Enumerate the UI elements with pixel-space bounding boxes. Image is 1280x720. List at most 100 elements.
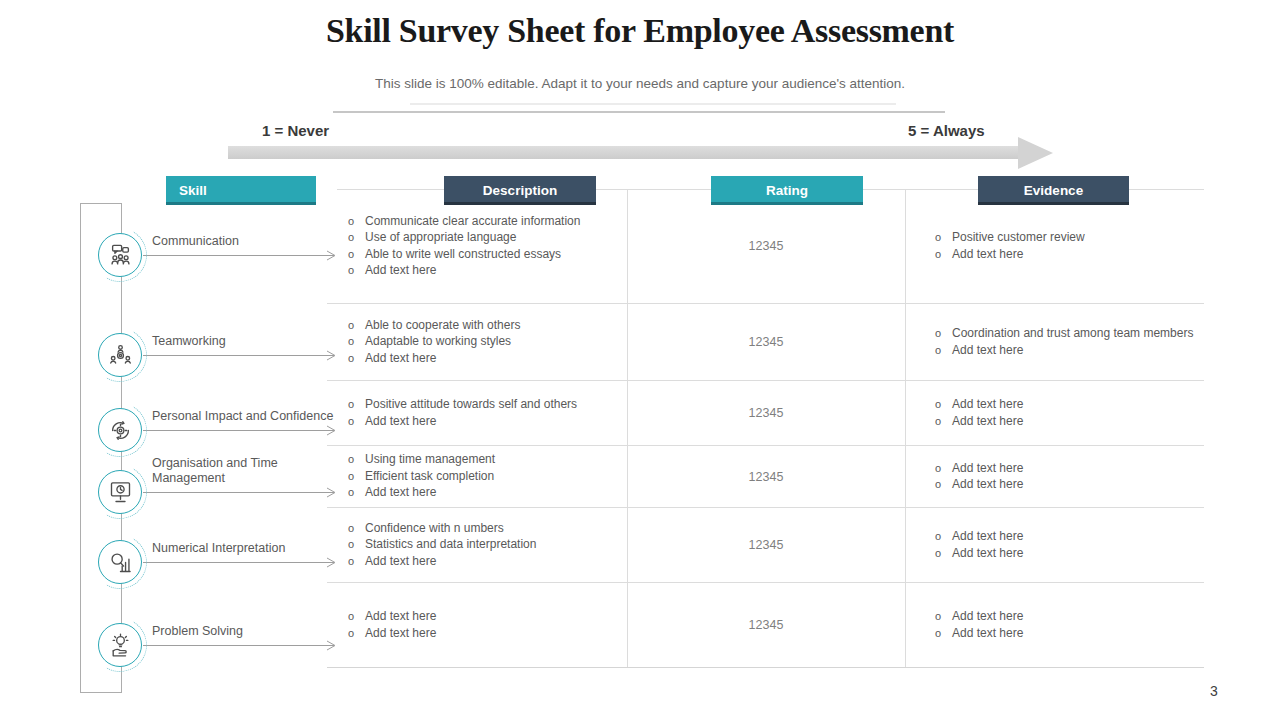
monitor-clock-icon <box>107 479 134 506</box>
right-arrow-icon <box>143 486 341 499</box>
evidence-item: Add text here <box>952 529 1204 545</box>
evidence-item: Add text here <box>952 546 1204 562</box>
table-row: Numerical Interpretation Confidence with… <box>0 508 1280 583</box>
evidence-item: Add text here <box>952 461 1204 477</box>
rating-value: 12345 <box>749 538 784 552</box>
rating-value: 12345 <box>749 335 784 349</box>
right-arrow-icon <box>143 424 341 437</box>
evidence-cell: Coordination and trust among team member… <box>928 304 1204 380</box>
gear-cycle-icon <box>107 417 134 444</box>
evidence-item: Coordination and trust among team member… <box>952 326 1204 342</box>
right-arrow-icon <box>143 639 341 652</box>
description-list: Positive attitude towards self and other… <box>341 396 621 430</box>
description-item: Add text here <box>365 263 621 279</box>
description-cell: Able to cooperate with othersAdaptable t… <box>341 304 621 380</box>
magnifier-chart-icon <box>107 549 134 576</box>
description-item: Add text here <box>365 351 621 367</box>
table-row: Organisation and Time Management Using t… <box>0 446 1280 508</box>
right-arrow-icon <box>143 349 341 362</box>
rating-value: 12345 <box>749 618 784 632</box>
description-item: Able to cooperate with others <box>365 318 621 334</box>
column-header-description: Description <box>444 176 596 205</box>
description-cell: Using time managementEfficient task comp… <box>341 446 621 507</box>
slide: Skill Survey Sheet for Employee Assessme… <box>0 0 1280 720</box>
description-cell: Communicate clear accurate informationUs… <box>341 189 621 303</box>
rating-value: 12345 <box>749 470 784 484</box>
table-body: Communication Communicate clear accurate… <box>0 189 1280 668</box>
hand-bulb-icon <box>107 632 134 659</box>
description-item: Add text here <box>365 609 621 625</box>
description-list: Able to cooperate with othersAdaptable t… <box>341 317 621 368</box>
right-arrow-icon <box>143 556 341 569</box>
description-item: Add text here <box>365 554 621 570</box>
evidence-list: Coordination and trust among team member… <box>928 325 1204 359</box>
evidence-item: Add text here <box>952 343 1204 359</box>
description-cell: Add text hereAdd text here <box>341 583 621 667</box>
description-list: Using time managementEfficient task comp… <box>341 451 621 502</box>
row-icon-circle <box>98 540 142 584</box>
skill-label: Organisation and Time Management <box>152 456 334 486</box>
row-icon-circle <box>98 333 142 377</box>
description-item: Confidence with n umbers <box>365 521 621 537</box>
description-list: Communicate clear accurate informationUs… <box>341 213 621 280</box>
table-row: Communication Communicate clear accurate… <box>0 189 1280 304</box>
column-header-evidence: Evidence <box>978 176 1129 205</box>
description-item: Add text here <box>365 485 621 501</box>
column-header-skill: Skill <box>166 176 316 205</box>
teamwork-icon <box>107 342 134 369</box>
skill-label: Personal Impact and Confidence <box>152 409 334 424</box>
rating-cell: 12345 <box>627 304 905 380</box>
divider-line-bottom <box>333 111 945 113</box>
rating-value: 12345 <box>749 239 784 253</box>
skill-label: Numerical Interpretation <box>152 541 334 556</box>
description-item: Adaptable to working styles <box>365 334 621 350</box>
evidence-item: Add text here <box>952 626 1204 642</box>
rating-value: 12345 <box>749 406 784 420</box>
table-row: Personal Impact and Confidence Positive … <box>0 381 1280 446</box>
rating-cell: 12345 <box>627 189 905 303</box>
scale-label-never: 1 = Never <box>262 122 329 139</box>
table-row: Teamworking Able to cooperate with other… <box>0 304 1280 381</box>
evidence-item: Add text here <box>952 609 1204 625</box>
evidence-list: Add text hereAdd text here <box>928 528 1204 562</box>
description-list: Confidence with n umbersStatistics and d… <box>341 520 621 571</box>
right-arrow-icon <box>143 249 341 262</box>
skill-label: Communication <box>152 234 334 249</box>
description-item: Statistics and data interpretation <box>365 537 621 553</box>
row-icon-circle <box>98 623 142 667</box>
page-title: Skill Survey Sheet for Employee Assessme… <box>0 12 1280 50</box>
evidence-cell: Positive customer reviewAdd text here <box>928 189 1204 303</box>
rating-cell: 12345 <box>627 446 905 507</box>
description-list: Add text hereAdd text here <box>341 608 621 642</box>
evidence-cell: Add text hereAdd text here <box>928 583 1204 667</box>
rating-cell: 12345 <box>627 508 905 582</box>
evidence-item: Positive customer review <box>952 230 1204 246</box>
rating-cell: 12345 <box>627 583 905 667</box>
description-item: Using time management <box>365 452 621 468</box>
evidence-item: Add text here <box>952 397 1204 413</box>
description-item: Efficient task completion <box>365 469 621 485</box>
description-item: Communicate clear accurate information <box>365 214 621 230</box>
evidence-item: Add text here <box>952 414 1204 430</box>
communication-icon <box>107 242 134 269</box>
description-cell: Positive attitude towards self and other… <box>341 381 621 445</box>
evidence-cell: Add text hereAdd text here <box>928 508 1204 582</box>
divider-line-top <box>410 103 896 105</box>
table-row: Problem Solving Add text hereAdd text he… <box>0 583 1280 668</box>
evidence-list: Add text hereAdd text here <box>928 396 1204 430</box>
description-item: Able to write well constructed essays <box>365 247 621 263</box>
description-item: Add text here <box>365 626 621 642</box>
row-icon-circle <box>98 408 142 452</box>
page-subtitle: This slide is 100% editable. Adapt it to… <box>0 76 1280 91</box>
evidence-list: Add text hereAdd text here <box>928 608 1204 642</box>
column-header-rating: Rating <box>711 176 863 205</box>
evidence-cell: Add text hereAdd text here <box>928 446 1204 507</box>
evidence-item: Add text here <box>952 477 1204 493</box>
scale-arrow-head-icon <box>1018 137 1053 169</box>
skill-label: Teamworking <box>152 334 334 349</box>
row-icon-circle <box>98 233 142 277</box>
page-number: 3 <box>1210 683 1218 699</box>
scale-arrow <box>228 146 1018 159</box>
description-cell: Confidence with n umbersStatistics and d… <box>341 508 621 582</box>
description-item: Use of appropriate language <box>365 230 621 246</box>
